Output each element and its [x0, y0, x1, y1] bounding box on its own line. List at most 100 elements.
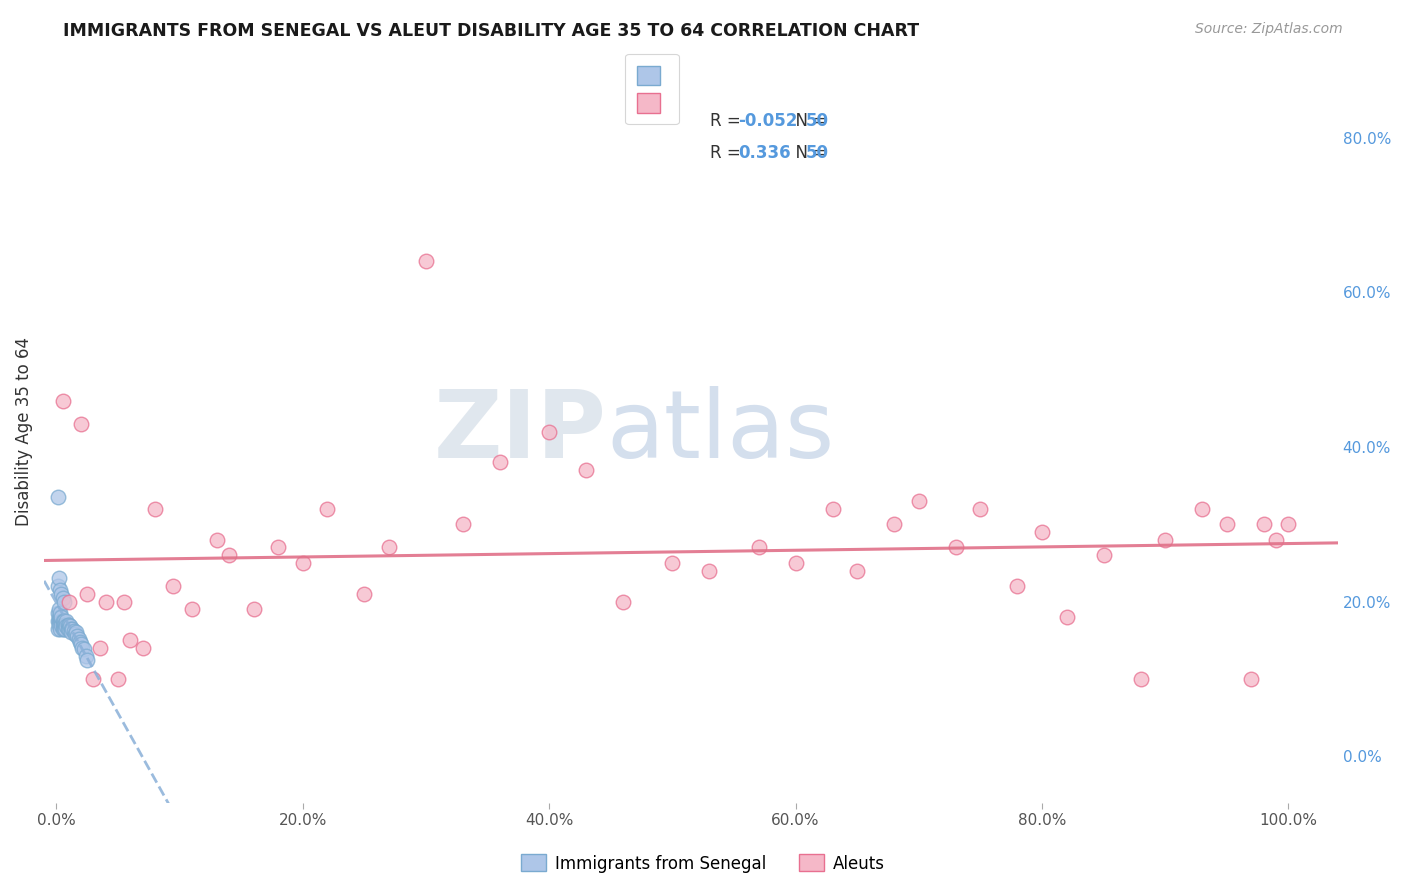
Text: 0.336: 0.336	[738, 144, 792, 161]
Point	[1265, 533, 1288, 547]
Point	[65, 625, 87, 640]
Text: -0.052: -0.052	[738, 112, 799, 129]
Text: R =: R =	[710, 144, 747, 161]
Point	[53, 617, 76, 632]
Point	[143, 501, 166, 516]
Point	[52, 614, 75, 628]
Legend: Immigrants from Senegal, Aleuts: Immigrants from Senegal, Aleuts	[515, 847, 891, 880]
Point	[53, 622, 76, 636]
Point	[415, 254, 437, 268]
Point	[353, 587, 375, 601]
Point	[59, 619, 82, 633]
Point	[56, 617, 79, 632]
Point	[49, 582, 72, 597]
Point	[72, 642, 94, 657]
Point	[48, 610, 70, 624]
Point	[94, 594, 117, 608]
Point	[56, 622, 79, 636]
Point	[51, 587, 73, 601]
Point	[883, 517, 905, 532]
Point	[218, 548, 240, 562]
Point	[89, 640, 111, 655]
Point	[748, 541, 770, 555]
Point	[489, 455, 512, 469]
Point	[267, 541, 290, 555]
Point	[52, 594, 75, 608]
Point	[51, 610, 73, 624]
Text: atlas: atlas	[607, 385, 835, 477]
Point	[661, 556, 683, 570]
Point	[55, 614, 77, 628]
Text: N =: N =	[785, 112, 832, 129]
Point	[46, 606, 69, 620]
Point	[60, 625, 83, 640]
Point	[69, 634, 91, 648]
Point	[67, 632, 90, 646]
Point	[46, 614, 69, 628]
Point	[46, 579, 69, 593]
Point	[46, 622, 69, 636]
Point	[378, 541, 401, 555]
Point	[49, 606, 72, 620]
Point	[612, 594, 634, 608]
Point	[48, 602, 70, 616]
Point	[1056, 610, 1078, 624]
Point	[1216, 517, 1239, 532]
Point	[316, 501, 339, 516]
Point	[52, 622, 75, 636]
Text: Source: ZipAtlas.com: Source: ZipAtlas.com	[1195, 22, 1343, 37]
Text: N =: N =	[785, 144, 832, 161]
Point	[785, 556, 807, 570]
Point	[821, 501, 844, 516]
Point	[112, 594, 135, 608]
Point	[75, 648, 97, 663]
Text: 50: 50	[806, 144, 830, 161]
Point	[52, 393, 75, 408]
Text: R =: R =	[710, 112, 747, 129]
Point	[58, 617, 80, 632]
Point	[131, 640, 153, 655]
Point	[205, 533, 228, 547]
Point	[63, 627, 86, 641]
Point	[51, 617, 73, 632]
Point	[76, 587, 98, 601]
Point	[181, 602, 204, 616]
Point	[58, 622, 80, 636]
Point	[66, 629, 89, 643]
Text: ZIP: ZIP	[434, 385, 607, 477]
Point	[82, 672, 104, 686]
Point	[62, 622, 84, 636]
Text: IMMIGRANTS FROM SENEGAL VS ALEUT DISABILITY AGE 35 TO 64 CORRELATION CHART: IMMIGRANTS FROM SENEGAL VS ALEUT DISABIL…	[63, 22, 920, 40]
Point	[52, 614, 75, 628]
Point	[1092, 548, 1115, 562]
Point	[52, 617, 75, 632]
Y-axis label: Disability Age 35 to 64: Disability Age 35 to 64	[15, 337, 32, 526]
Legend: , : ,	[626, 54, 679, 124]
Point	[48, 571, 70, 585]
Point	[60, 622, 83, 636]
Point	[49, 610, 72, 624]
Point	[291, 556, 314, 570]
Point	[575, 463, 598, 477]
Point	[55, 619, 77, 633]
Point	[52, 591, 75, 605]
Point	[58, 594, 80, 608]
Point	[48, 617, 70, 632]
Point	[120, 633, 142, 648]
Point	[538, 425, 561, 439]
Point	[699, 564, 721, 578]
Point	[52, 622, 75, 636]
Point	[1007, 579, 1029, 593]
Point	[969, 501, 991, 516]
Point	[162, 579, 184, 593]
Point	[907, 494, 929, 508]
Point	[242, 602, 264, 616]
Point	[1129, 672, 1152, 686]
Point	[46, 490, 69, 504]
Point	[72, 640, 94, 655]
Point	[1240, 672, 1263, 686]
Point	[51, 614, 73, 628]
Point	[1277, 517, 1299, 532]
Point	[107, 672, 129, 686]
Point	[52, 617, 75, 632]
